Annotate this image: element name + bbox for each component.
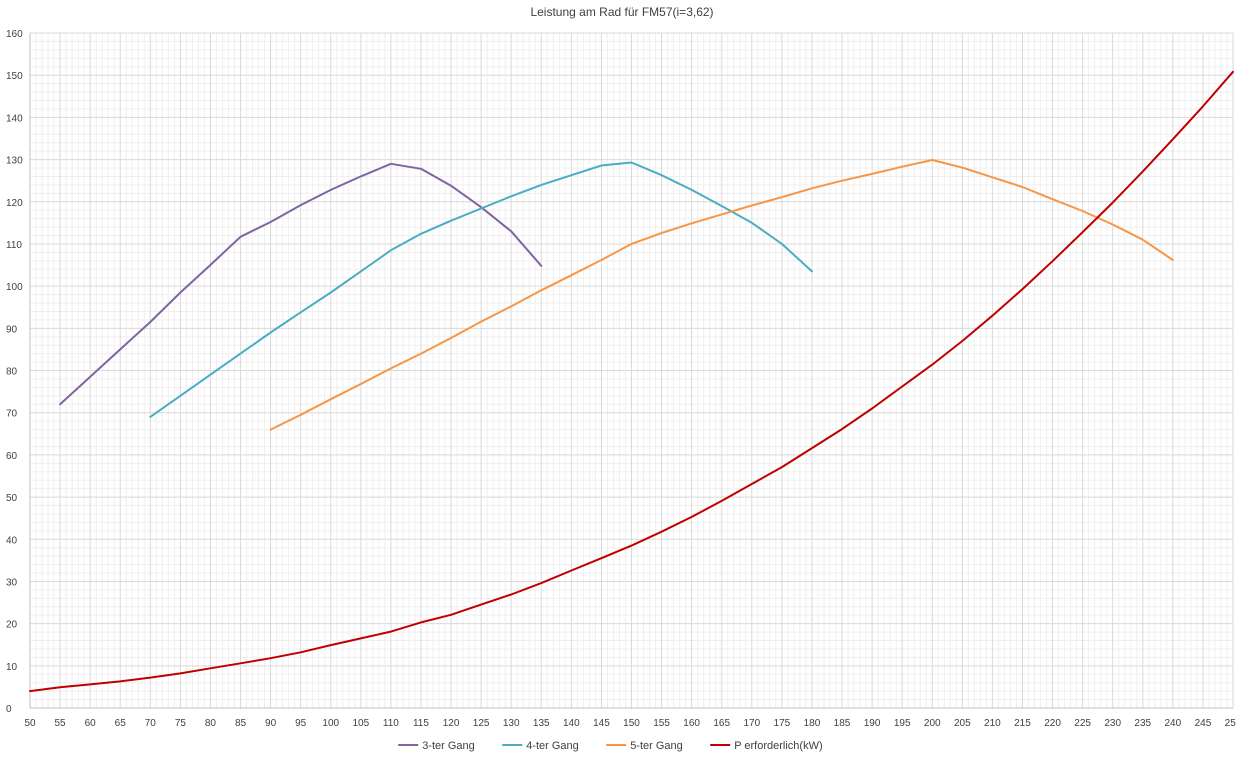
x-tick-label: 140	[563, 718, 580, 729]
x-tick-label: 205	[954, 718, 971, 729]
series-line-4	[29, 70, 1234, 693]
y-tick-label: 0	[6, 704, 12, 715]
x-tick-label: 50	[24, 718, 36, 729]
series-line-1	[59, 162, 543, 406]
legend-label-4: P erforderlich(kW)	[734, 740, 822, 752]
y-tick-label: 40	[6, 535, 18, 546]
x-tick-label: 165	[713, 718, 730, 729]
x-tick-label: 135	[533, 718, 550, 729]
x-tick-label: 245	[1195, 718, 1212, 729]
legend: 3-ter Gang 4-ter Gang 5-ter Gang P erforder…	[398, 740, 823, 752]
y-tick-label: 20	[6, 620, 18, 631]
x-tick-label: 100	[322, 718, 339, 729]
axes	[29, 33, 1233, 709]
x-tick-label: 75	[175, 718, 187, 729]
x-tick-label: 160	[683, 718, 700, 729]
y-tick-label: 120	[6, 198, 23, 209]
legend-label-1: 3-ter Gang	[422, 740, 475, 752]
x-tick-label: 230	[1104, 718, 1121, 729]
y-tick-label: 80	[6, 367, 18, 378]
y-tick-label: 50	[6, 493, 18, 504]
x-axis-tick-labels: 50 55 60 65 70 75 80 85 90 95 100 105 110 115 120 125 13…	[24, 718, 1236, 729]
x-tick-label: 110	[383, 718, 399, 729]
x-tick-label: 130	[503, 718, 520, 729]
x-tick-label: 120	[443, 718, 460, 729]
chart-title: Leistung am Rad für FM57(i=3,62)	[530, 5, 713, 19]
x-tick-label: 65	[115, 718, 127, 729]
y-tick-label: 100	[6, 282, 23, 293]
x-tick-label: 85	[235, 718, 247, 729]
series-line-2	[149, 161, 813, 418]
y-tick-label: 90	[6, 324, 18, 335]
x-tick-label: 60	[85, 718, 97, 729]
y-axis-tick-labels: 0 10 20 30 40 50 60 70 80 90 100 110 120 130 140 150 160	[6, 29, 23, 715]
x-tick-label: 235	[1134, 718, 1151, 729]
x-tick-label: 175	[774, 718, 791, 729]
y-tick-label: 140	[6, 113, 23, 124]
y-tick-label: 160	[6, 29, 23, 40]
x-tick-label: 190	[864, 718, 881, 729]
legend-label-2: 4-ter Gang	[526, 740, 579, 752]
y-tick-label: 10	[6, 662, 18, 673]
y-tick-label: 60	[6, 451, 18, 462]
y-tick-label: 70	[6, 409, 18, 420]
y-tick-label: 110	[6, 240, 22, 251]
x-tick-label: 250	[1225, 718, 1236, 729]
series-line-3	[269, 159, 1174, 431]
x-tick-label: 80	[205, 718, 217, 729]
x-tick-label: 180	[804, 718, 821, 729]
legend-label-3: 5-ter Gang	[630, 740, 683, 752]
x-tick-label: 240	[1165, 718, 1182, 729]
x-tick-label: 185	[834, 718, 851, 729]
y-tick-label: 150	[6, 71, 23, 82]
y-tick-label: 130	[6, 156, 23, 167]
y-tick-label: 30	[6, 577, 18, 588]
x-tick-label: 105	[352, 718, 369, 729]
series-lines	[29, 70, 1234, 693]
x-tick-label: 220	[1044, 718, 1061, 729]
x-tick-label: 225	[1074, 718, 1091, 729]
x-tick-label: 55	[55, 718, 67, 729]
x-tick-label: 150	[623, 718, 640, 729]
x-tick-label: 125	[473, 718, 490, 729]
x-tick-label: 70	[145, 718, 157, 729]
x-tick-label: 195	[894, 718, 911, 729]
x-tick-label: 170	[743, 718, 760, 729]
x-tick-label: 210	[984, 718, 1001, 729]
major-gridlines	[29, 32, 1234, 709]
x-tick-label: 90	[265, 718, 277, 729]
x-tick-label: 215	[1014, 718, 1031, 729]
x-tick-label: 155	[653, 718, 670, 729]
x-tick-label: 95	[295, 718, 307, 729]
x-tick-label: 200	[924, 718, 941, 729]
x-tick-label: 115	[413, 718, 429, 729]
x-tick-label: 145	[593, 718, 610, 729]
